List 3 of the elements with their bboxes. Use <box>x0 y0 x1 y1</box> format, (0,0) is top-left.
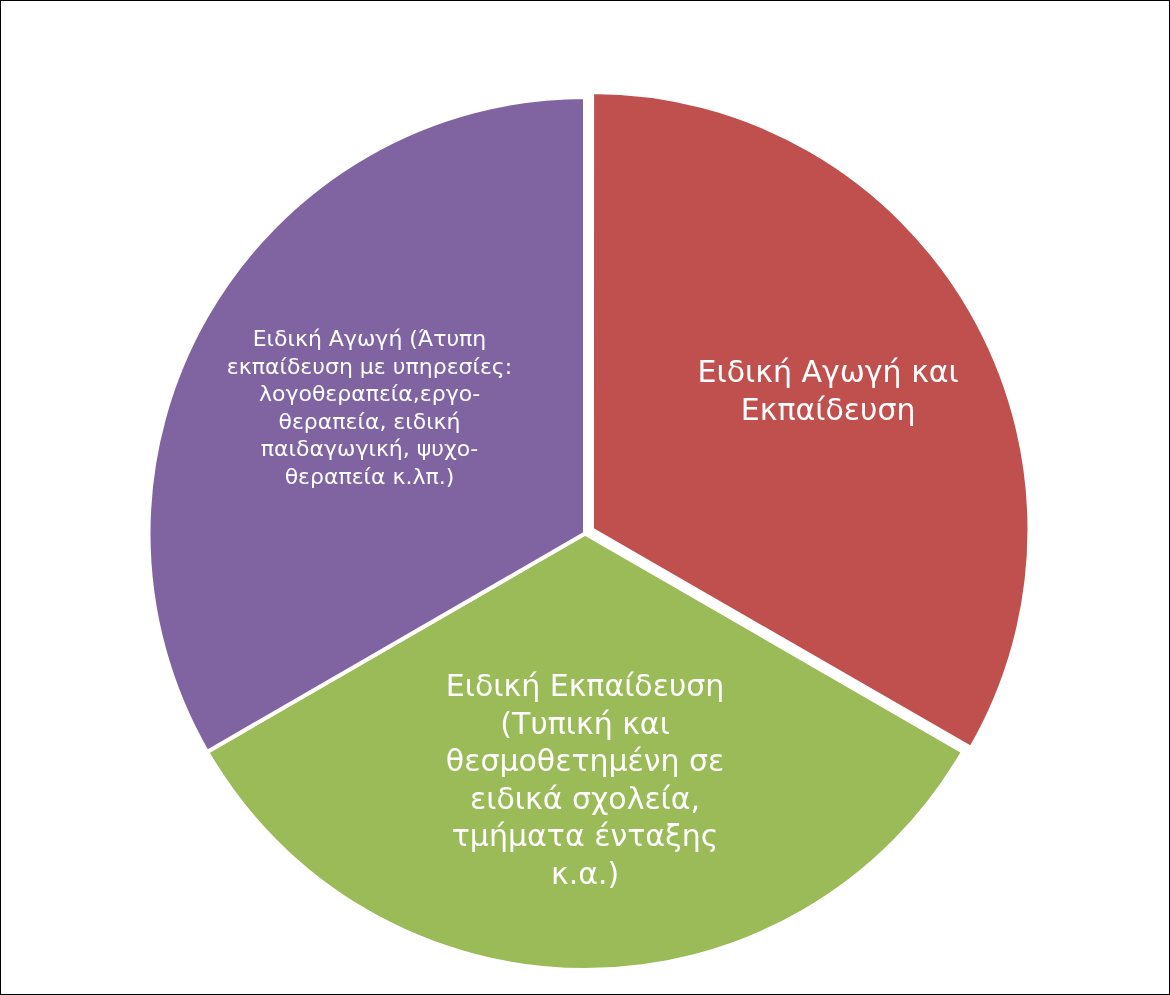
slice-label: Ειδική Αγωγή και Εκπαίδευση <box>697 354 959 427</box>
slice-label: Ειδική Εκπαίδευση (Τυπική και θεσμοθετημένη σε ειδικά σχολεία, τμήματα ένταξης κ.α.) <box>445 668 725 891</box>
slice-label: Ειδική Αγωγή (Άτυπη εκπαίδευση με υπηρεσίες: λογοθεραπεία,εργο-θεραπεία, ειδική παιδαγωγική, ψυχο-θεραπεία κ.λπ.) <box>226 326 513 489</box>
